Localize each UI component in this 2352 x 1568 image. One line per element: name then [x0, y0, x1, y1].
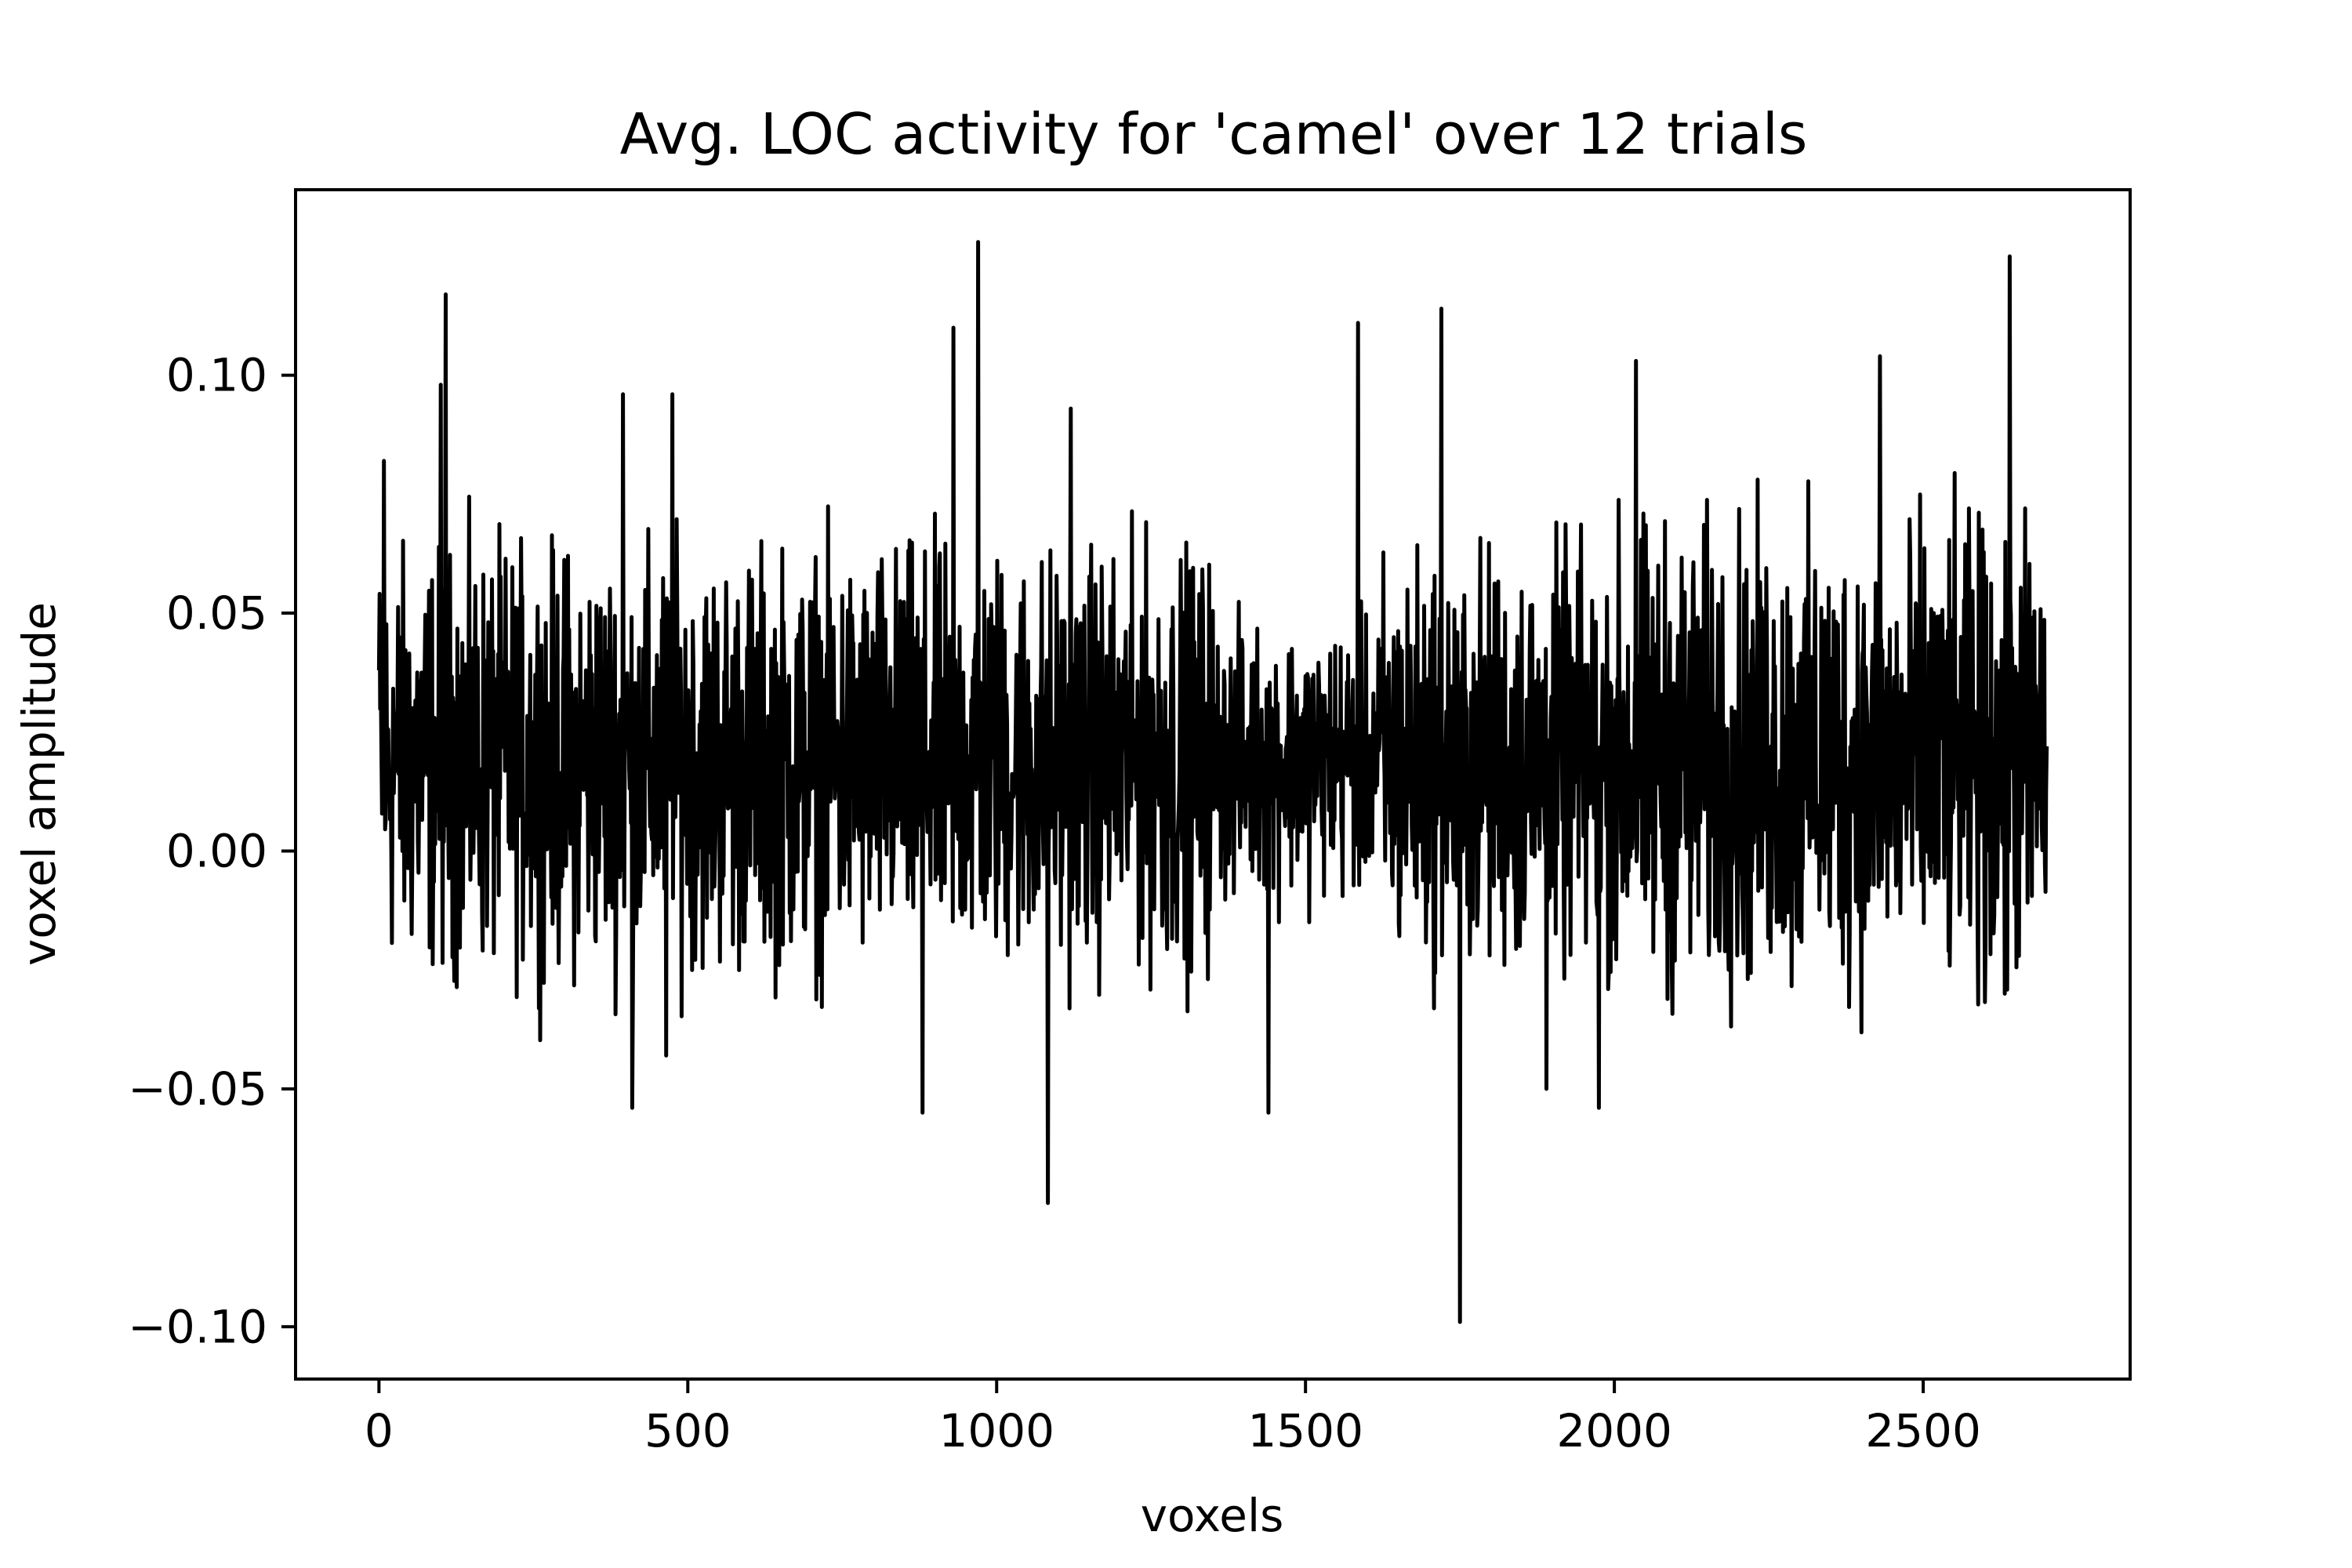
- x-axis: 0 500 1000 1500 2000 2500: [365, 1379, 1981, 1457]
- x-tick-label: 0: [365, 1404, 394, 1457]
- y-axis: −0.10 −0.05 0.00 0.05 0.10: [128, 349, 296, 1353]
- y-tick-label: −0.10: [128, 1300, 267, 1353]
- x-axis-label: voxels: [1141, 1489, 1284, 1542]
- y-tick-label: 0.10: [166, 349, 267, 402]
- chart-title: Avg. LOC activity for 'camel' over 12 tr…: [620, 101, 1808, 167]
- series-line: [376, 240, 2049, 1324]
- x-tick-label: 1500: [1247, 1404, 1363, 1457]
- plot-area: [376, 240, 2049, 1324]
- y-tick-label: −0.05: [128, 1062, 267, 1116]
- y-tick-label: 0.05: [166, 586, 267, 640]
- axes-frame: [294, 188, 2132, 1381]
- x-tick-label: 2500: [1865, 1404, 1981, 1457]
- y-tick-label: 0.00: [166, 824, 267, 877]
- y-axis-label: voxel amplitude: [13, 602, 66, 966]
- x-tick-label: 500: [644, 1404, 731, 1457]
- x-tick-label: 1000: [938, 1404, 1054, 1457]
- x-tick-label: 2000: [1556, 1404, 1672, 1457]
